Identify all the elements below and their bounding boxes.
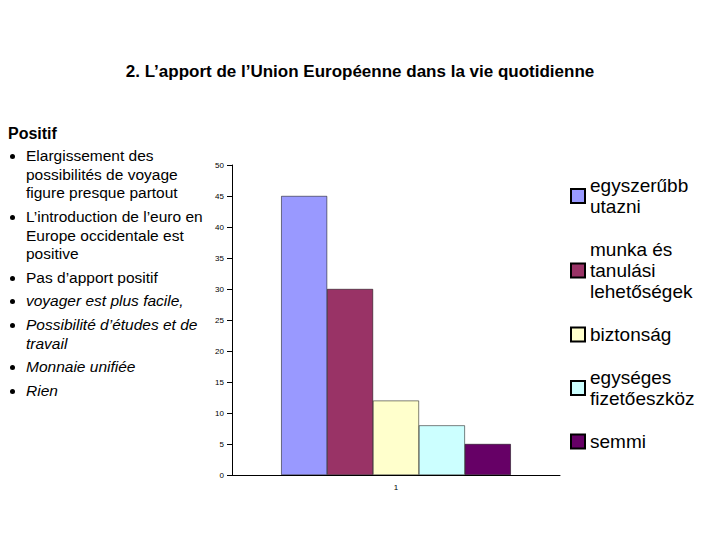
svg-text:0: 0 (220, 471, 225, 480)
svg-text:lehetőségek: lehetőségek (590, 281, 693, 302)
html-text:Possibilité d’études et de tra: Possibilité d’études et de travail (26, 315, 198, 352)
svg-text:45: 45 (215, 192, 224, 201)
svg-text:semmi: semmi (590, 431, 646, 452)
html-text:Pas d’apport positif: Pas d’apport positif (26, 268, 158, 286)
svg-text:30: 30 (215, 285, 224, 294)
html-text:voyager est plus facile,: voyager est plus facile, (26, 292, 184, 310)
html-text:Monnaie unifiée: Monnaie unifiée (26, 358, 136, 376)
svg-text:20: 20 (215, 347, 224, 356)
html-text:2. L’apport de l’Union Europée: 2. L’apport de l’Union Européenne dans l… (125, 62, 595, 81)
svg-text:egységes: egységes (590, 367, 677, 388)
svg-text:35: 35 (215, 254, 224, 263)
svg-text:5: 5 (220, 440, 225, 449)
svg-text:1: 1 (394, 483, 399, 492)
html-text:Elargissement des possibilités: Elargissement des possibilités de voyage… (26, 147, 178, 202)
svg-text:15: 15 (215, 378, 224, 387)
svg-text:biztonság: biztonság (590, 324, 671, 345)
svg-text:40: 40 (215, 223, 224, 232)
svg-text:25: 25 (215, 316, 224, 325)
svg-text:50: 50 (215, 161, 224, 170)
svg-text:fizetőeszköz: fizetőeszköz (590, 388, 695, 409)
html-text:Rien: Rien (26, 381, 58, 399)
svg-text:egyszerűbb: egyszerűbb (590, 175, 694, 196)
svg-text:tanulási: tanulási (590, 260, 661, 281)
svg-text:munka és: munka és (590, 239, 678, 260)
html-text:L’introduction de l’euro en Eu: L’introduction de l’euro en Europe occid… (26, 208, 203, 263)
html-text:Positif: Positif (8, 125, 57, 142)
svg-text:utazni: utazni (590, 196, 641, 217)
svg-text:10: 10 (215, 409, 224, 418)
